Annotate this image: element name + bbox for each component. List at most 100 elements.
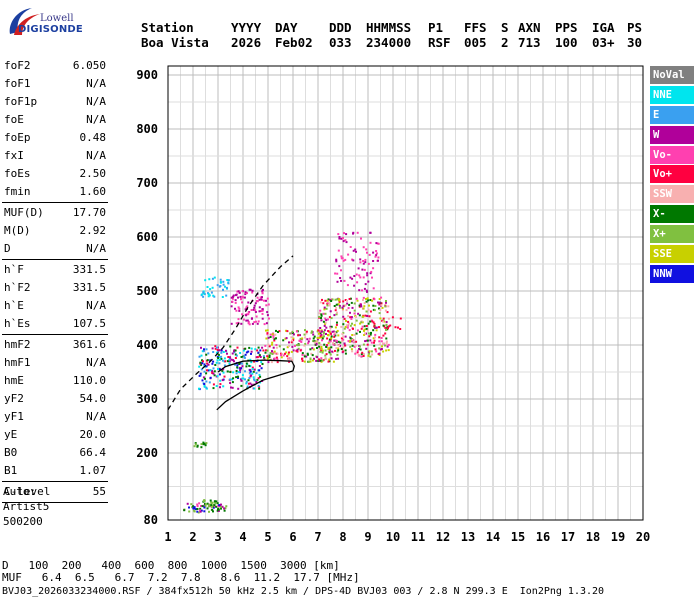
echo-point <box>322 331 325 333</box>
echo-point <box>369 241 372 244</box>
param-label: C-level <box>4 485 51 498</box>
echo-point <box>338 298 341 301</box>
echo-point <box>323 324 326 327</box>
echo-point <box>366 343 369 346</box>
echo-point <box>318 342 321 345</box>
echo-point <box>249 369 252 372</box>
echo-point <box>219 383 222 386</box>
echo-point <box>378 307 380 310</box>
echo-point <box>339 341 342 344</box>
echo-point <box>270 361 273 364</box>
echo-point <box>294 344 296 347</box>
echo-point <box>367 308 370 311</box>
echo-point <box>353 302 356 305</box>
echo-point <box>241 377 244 380</box>
echo-point <box>256 378 259 381</box>
echo-point <box>282 339 285 342</box>
echo-point <box>202 360 204 363</box>
echo-point <box>301 353 304 356</box>
echo-point <box>246 292 248 295</box>
echo-point <box>323 329 326 332</box>
echo-point <box>254 348 257 351</box>
echo-point <box>217 353 220 356</box>
x-tick-label: 11 <box>411 530 425 544</box>
echo-point <box>203 383 206 385</box>
echo-point <box>315 342 318 345</box>
echo-point <box>381 345 383 348</box>
echo-point <box>349 337 352 340</box>
y-tick-label: 300 <box>136 392 158 406</box>
echo-point <box>224 507 227 510</box>
param-label: MUF(D) <box>4 206 44 219</box>
echo-point <box>301 359 304 362</box>
echo-point <box>260 310 263 312</box>
echo-point <box>200 354 203 357</box>
echo-point <box>344 335 347 338</box>
echo-point <box>248 377 251 379</box>
echo-point <box>364 283 367 286</box>
echo-point <box>250 347 253 350</box>
echo-point <box>391 316 394 319</box>
echo-point <box>198 502 201 505</box>
echo-point <box>330 325 333 328</box>
echo-point <box>220 507 222 510</box>
echo-point <box>336 329 339 332</box>
echo-point <box>373 322 376 325</box>
echo-point <box>359 330 361 333</box>
echo-point <box>329 325 332 328</box>
true-height-profile <box>216 359 295 411</box>
echo-point <box>284 337 287 340</box>
echo-point <box>338 265 341 268</box>
echo-point <box>240 298 243 301</box>
echo-point <box>203 370 206 373</box>
param-row: foEs 2.50 <box>2 165 108 183</box>
param-value: N/A <box>86 242 106 255</box>
x-tick-label: 9 <box>364 530 371 544</box>
echo-point <box>322 320 325 323</box>
echo-point <box>313 340 316 343</box>
echo-point <box>256 349 259 352</box>
echo-point <box>322 332 325 335</box>
echo-point <box>228 362 231 365</box>
echo-point <box>211 369 213 372</box>
echo-point <box>273 337 276 340</box>
echo-point <box>215 505 218 508</box>
echo-point <box>336 311 338 314</box>
echo-point <box>378 326 380 329</box>
echo-point <box>240 379 243 382</box>
echo-point <box>387 305 390 308</box>
echo-point <box>297 347 300 350</box>
echo-point <box>223 357 226 360</box>
echo-point <box>323 308 326 311</box>
param-label: fmin <box>4 185 31 198</box>
echo-point <box>374 333 377 336</box>
echo-point <box>362 296 365 299</box>
echo-point <box>223 509 226 512</box>
param-label: foE <box>4 113 24 126</box>
echo-point <box>339 344 342 347</box>
echo-point <box>223 364 226 367</box>
echo-point <box>237 306 240 309</box>
echo-point <box>338 304 341 307</box>
echo-point <box>235 370 238 372</box>
echo-point <box>332 330 335 333</box>
echo-point <box>317 359 320 362</box>
echo-point <box>213 295 216 298</box>
param-row: D N/A <box>2 240 108 258</box>
echo-point <box>255 315 258 318</box>
echo-point <box>230 296 233 299</box>
echo-point <box>212 510 214 513</box>
echo-point <box>280 356 283 359</box>
echo-point <box>249 358 252 361</box>
echo-point <box>207 352 210 355</box>
echo-point <box>363 305 366 308</box>
echo-point <box>375 329 378 332</box>
echo-point <box>243 356 246 359</box>
param-row: yE 20.0 <box>2 426 108 444</box>
echo-point <box>225 294 228 297</box>
echo-point <box>363 334 366 336</box>
echo-point <box>208 278 211 281</box>
x-tick-label: 4 <box>239 530 246 544</box>
echo-point <box>387 317 390 320</box>
echo-point <box>377 301 379 304</box>
